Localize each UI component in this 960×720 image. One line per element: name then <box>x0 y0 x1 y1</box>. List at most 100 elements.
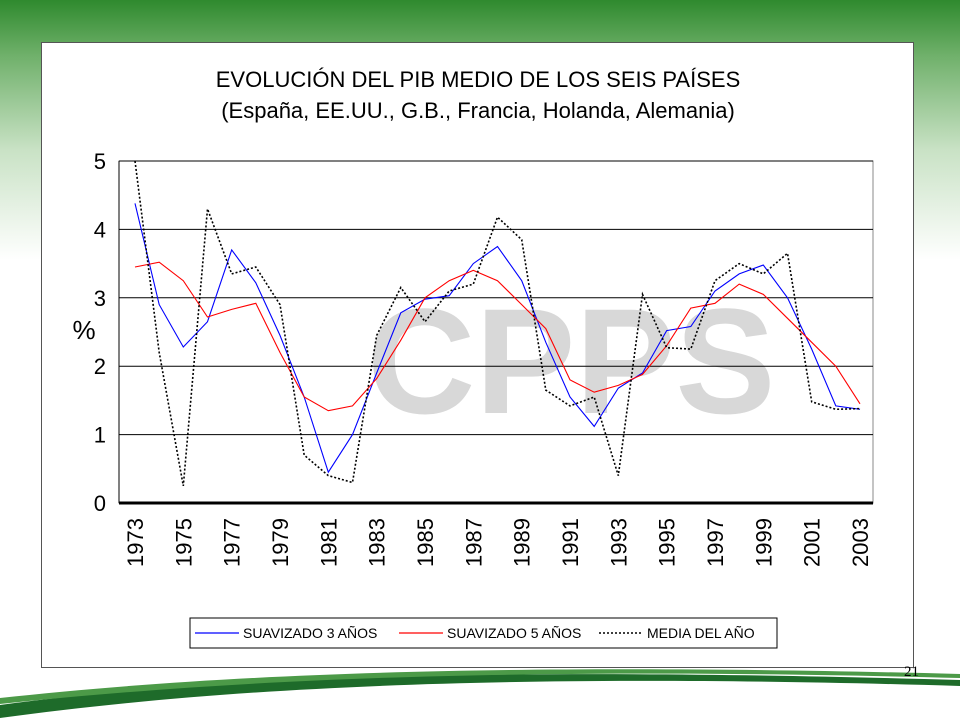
data-point <box>448 280 450 282</box>
data-point <box>448 295 450 297</box>
x-tick-label: 1995 <box>655 518 680 567</box>
legend-label: SUAVIZADO 3 AÑOS <box>243 625 377 641</box>
data-point <box>811 401 813 403</box>
x-tick-label: 1981 <box>316 518 341 567</box>
data-point <box>690 348 692 350</box>
x-tick-label: 2003 <box>848 518 873 567</box>
data-point <box>207 321 209 323</box>
data-point <box>811 348 813 350</box>
series-line-1 <box>134 203 861 474</box>
data-point <box>328 475 330 477</box>
data-point <box>738 273 740 275</box>
data-point <box>618 387 620 389</box>
y-tick-label: 5 <box>94 149 106 174</box>
data-point <box>569 396 571 398</box>
x-tick-label: 1973 <box>123 518 148 567</box>
data-point <box>183 346 185 348</box>
data-point <box>642 374 644 376</box>
data-point <box>787 297 789 299</box>
data-point <box>738 283 740 285</box>
data-point <box>255 282 257 284</box>
x-tick-label: 1985 <box>413 518 438 567</box>
data-point <box>279 352 281 354</box>
data-point <box>545 389 547 391</box>
page-number: 21 <box>904 664 919 680</box>
data-point <box>521 239 523 241</box>
data-point <box>811 341 813 343</box>
data-point <box>859 408 861 410</box>
chart-subtitle: (España, EE.UU., G.B., Francia, Holanda,… <box>221 98 735 123</box>
data-point <box>497 216 499 218</box>
data-point <box>763 273 765 275</box>
data-point <box>738 263 740 265</box>
data-point <box>763 294 765 296</box>
legend-box <box>189 617 778 649</box>
data-point <box>207 208 209 210</box>
data-point <box>593 391 595 393</box>
data-point <box>618 385 620 387</box>
data-point <box>183 280 185 282</box>
data-point <box>134 266 136 268</box>
data-point <box>545 341 547 343</box>
data-point <box>231 273 233 275</box>
chart-title: EVOLUCIÓN DEL PIB MEDIO DE LOS SEIS PAÍS… <box>216 67 741 92</box>
data-point <box>714 290 716 292</box>
data-point <box>328 410 330 412</box>
legend-label: SUAVIZADO 5 AÑOS <box>447 625 581 641</box>
data-point <box>473 263 475 265</box>
data-point <box>690 326 692 328</box>
line-chart: CPPS 0 1 2 3 4 5 1973 1975 1977 1979 1981 1983 1985… <box>72 67 874 649</box>
data-point <box>787 318 789 320</box>
data-point <box>690 307 692 309</box>
data-point <box>279 335 281 337</box>
x-tick-label: 1993 <box>606 518 631 567</box>
data-point <box>593 396 595 398</box>
data-point <box>642 294 644 296</box>
data-point <box>448 290 450 292</box>
data-point <box>497 246 499 248</box>
chart-frame: CPPS 0 1 2 3 4 5 1973 1975 1977 1979 1981 1983 1985… <box>41 42 914 668</box>
data-point <box>497 280 499 282</box>
y-axis-label: % <box>72 315 95 345</box>
x-tick-label: 1979 <box>268 518 293 567</box>
data-point <box>352 482 354 484</box>
x-tick-label: 1975 <box>171 518 196 567</box>
watermark-logo: CPPS <box>367 277 775 445</box>
data-point <box>400 312 402 314</box>
x-tick-label: 1991 <box>558 518 583 567</box>
data-point <box>400 339 402 341</box>
x-tick-label: 1983 <box>365 518 390 567</box>
data-point <box>473 283 475 285</box>
data-point <box>714 280 716 282</box>
y-tick-label: 4 <box>94 217 106 242</box>
data-point <box>400 287 402 289</box>
data-point <box>376 372 378 374</box>
data-point <box>255 266 257 268</box>
data-point <box>593 426 595 428</box>
data-point <box>618 475 620 477</box>
data-point <box>545 328 547 330</box>
data-point <box>158 304 160 306</box>
y-tick-label: 3 <box>94 286 106 311</box>
data-point <box>231 249 233 251</box>
data-point <box>521 304 523 306</box>
data-point <box>183 485 185 487</box>
data-point <box>376 378 378 380</box>
x-tick-label: 1987 <box>461 518 486 567</box>
data-point <box>303 454 305 456</box>
data-point <box>134 203 136 205</box>
x-tick-label: 2001 <box>800 518 825 567</box>
data-point <box>835 365 837 367</box>
data-point <box>835 408 837 410</box>
series-line-3 <box>134 160 861 487</box>
data-point <box>134 160 136 162</box>
data-point <box>569 405 571 407</box>
x-tick-label: 1997 <box>703 518 728 567</box>
data-point <box>231 309 233 311</box>
data-point <box>158 261 160 263</box>
data-point <box>521 280 523 282</box>
data-point <box>714 302 716 304</box>
data-point <box>666 347 668 349</box>
data-point <box>473 270 475 272</box>
data-point <box>255 302 257 304</box>
